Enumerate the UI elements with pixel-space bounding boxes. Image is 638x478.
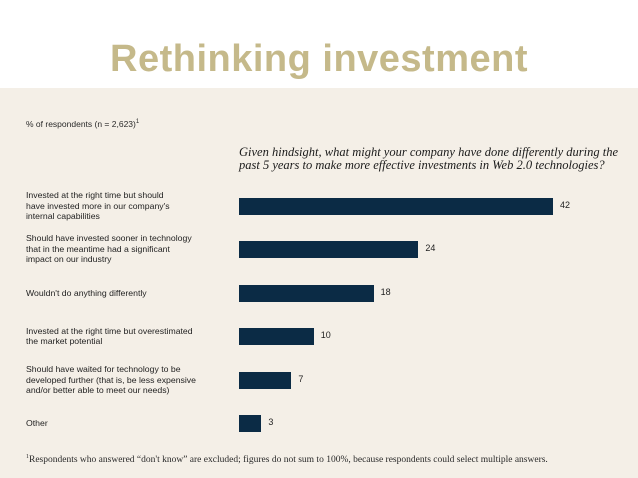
bar-value-label: 24 <box>425 243 436 253</box>
bar <box>239 284 374 302</box>
category-label-line: Wouldn't do anything differently <box>26 287 147 298</box>
respondents-text: % of respondents (n = 2,623) <box>26 119 136 129</box>
bar-value-label: 7 <box>298 374 304 384</box>
slide-title: Rethinking investment <box>110 38 528 80</box>
category-label: Invested at the right time but should hav… <box>26 190 231 222</box>
bar <box>239 371 292 389</box>
category-label: Other <box>26 418 231 429</box>
bar-value-label: 10 <box>320 330 331 340</box>
bar <box>239 240 419 258</box>
chart-question: Given hindsight, what might your company… <box>239 145 618 172</box>
chart-panel <box>0 88 638 478</box>
category-label-line: the market potential <box>26 336 103 346</box>
category-label-line: Invested at the right time but should <box>26 190 164 201</box>
category-label: Should have invested sooner in technolog… <box>26 233 231 265</box>
footnote: 1Respondents who answered “don't know” a… <box>26 452 616 466</box>
respondents-label: % of respondents (n = 2,623)1 <box>26 119 139 129</box>
bar <box>239 414 262 432</box>
category-label-line: Invested at the right time but overestim… <box>26 325 193 336</box>
bar-value-label: 42 <box>560 200 571 210</box>
category-label-line: have invested more in our company's <box>26 200 170 211</box>
category-label-line: developed further (that is, be less expe… <box>26 374 196 385</box>
category-label-line: Other <box>26 417 48 428</box>
category-label: Wouldn't do anything differently <box>26 288 231 299</box>
bar-value-label: 3 <box>268 417 274 427</box>
category-label-line: Should have invested sooner in technolog… <box>26 233 192 244</box>
category-label-line: Should have waited for technology to be <box>26 364 181 375</box>
category-label: Should have waited for technology to be d… <box>26 364 231 396</box>
respondents-footnote-mark: 1 <box>135 119 140 126</box>
bar <box>239 327 314 345</box>
category-label-line: impact on our industry <box>26 254 112 265</box>
category-label-line: that in the meantime had a significant <box>26 243 170 254</box>
footnote-mark: 1 <box>26 454 29 460</box>
category-label: Invested at the right time but overestim… <box>26 326 231 347</box>
footnote-text: Respondents who answered “don't know” ar… <box>29 455 548 466</box>
category-label-line: and/or better able to meet our needs) <box>26 385 170 396</box>
category-label-line: internal capabilities <box>26 211 100 222</box>
bar <box>239 197 553 215</box>
bar-value-label: 18 <box>380 287 391 297</box>
